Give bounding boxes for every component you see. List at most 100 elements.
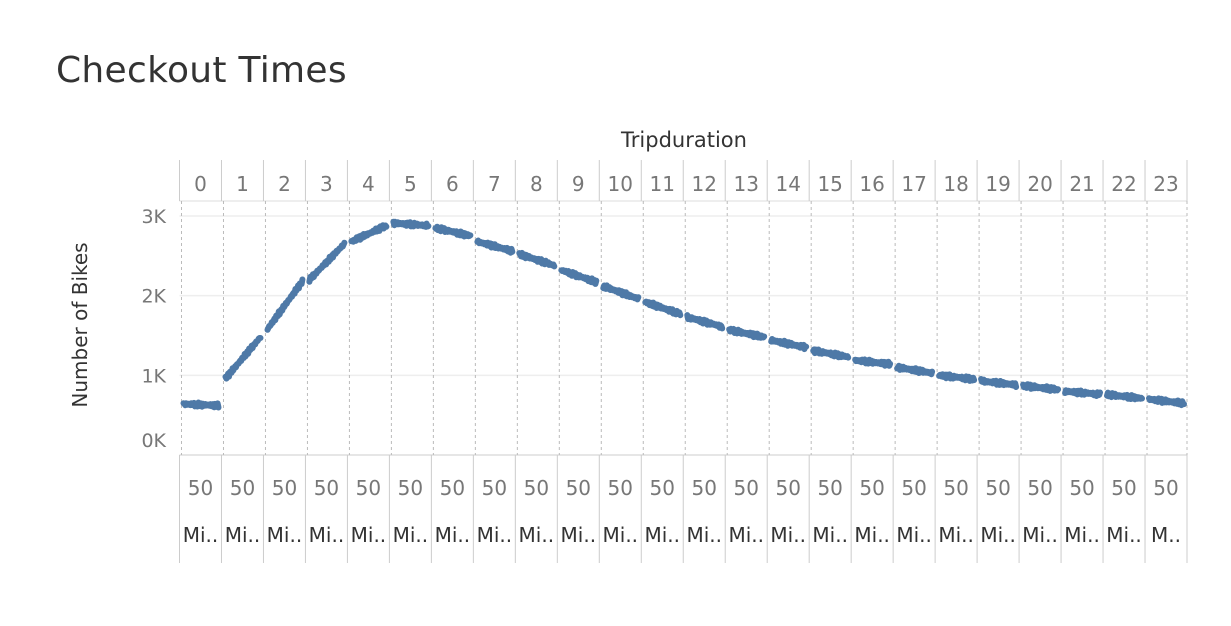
series-segment <box>180 399 222 411</box>
panel-unit-label: Mi.. <box>393 523 429 547</box>
panel-sublabel: 50 <box>566 476 591 500</box>
series-segment <box>642 298 684 319</box>
panel-unit-label: Mi.. <box>812 523 848 547</box>
series-segment <box>726 325 768 341</box>
panel-unit-label: Mi.. <box>603 523 639 547</box>
panel-unit-label: Mi.. <box>477 523 513 547</box>
panel-header-label: 2 <box>278 172 291 196</box>
panel-unit-label: Mi.. <box>896 523 932 547</box>
series-segment <box>978 376 1020 390</box>
panel-sublabel: 50 <box>901 476 926 500</box>
panel-unit-label: Mi.. <box>686 523 722 547</box>
panel-sublabel: 50 <box>817 476 842 500</box>
panel-unit-label: Mi.. <box>728 523 764 547</box>
panel-header-label: 23 <box>1153 172 1178 196</box>
panel-sublabel: 50 <box>1027 476 1052 500</box>
panel-sublabel: 50 <box>1153 476 1178 500</box>
panel-header-label: 0 <box>194 172 207 196</box>
panel-unit-label: M.. <box>1151 523 1181 547</box>
panel-sublabel: 50 <box>272 476 297 500</box>
panel-sublabel: 50 <box>188 476 213 500</box>
y-tick-label: 3K <box>141 206 166 228</box>
series-segment <box>600 282 642 303</box>
panel-sublabel: 50 <box>314 476 339 500</box>
panel-unit-label: Mi.. <box>267 523 303 547</box>
panel-header-label: 8 <box>530 172 543 196</box>
panel-header-label: 3 <box>320 172 333 196</box>
chart-title: Checkout Times <box>56 50 347 91</box>
series-segment <box>306 239 348 285</box>
panel-sublabel: 50 <box>398 476 423 500</box>
panel-unit-label: Mi.. <box>644 523 680 547</box>
y-axis-ticks: 0K 1K 2K 3K <box>141 206 166 452</box>
gridlines <box>179 215 1187 377</box>
panel-header-label: 17 <box>901 172 926 196</box>
series-segment <box>558 267 600 287</box>
series-segment <box>474 237 516 256</box>
panel-sublabel: 50 <box>1069 476 1094 500</box>
panel-unit-label: Mi.. <box>519 523 555 547</box>
panel-header-label: 10 <box>608 172 633 196</box>
panel-sublabel: 50 <box>356 476 381 500</box>
panel-sublabel: 50 <box>230 476 255 500</box>
panel-unit-label: Mi.. <box>938 523 974 547</box>
panel-unit-label: Mi.. <box>561 523 597 547</box>
series-segment <box>810 346 852 361</box>
panel-header-label: 21 <box>1069 172 1094 196</box>
series-segment <box>894 362 936 378</box>
panel-header-label: 4 <box>362 172 375 196</box>
panel-unit-label: Mi.. <box>770 523 806 547</box>
panel-sublabel: 50 <box>608 476 633 500</box>
panel-unit-label: Mi.. <box>351 523 387 547</box>
panel-unit-label: Mi.. <box>183 523 219 547</box>
panel-header-label: 6 <box>446 172 459 196</box>
panel-unit-label: Mi.. <box>854 523 890 547</box>
panel-unit-label: Mi.. <box>1106 523 1142 547</box>
panel-sublabel: 50 <box>440 476 465 500</box>
series-segment <box>516 249 558 270</box>
series-segment <box>1062 387 1103 399</box>
panel-sublabel: 50 <box>943 476 968 500</box>
panel-header-label: 7 <box>488 172 501 196</box>
panel-unit-label: Mi.. <box>1064 523 1100 547</box>
panel-header-label: 14 <box>775 172 800 196</box>
series-segment <box>390 218 432 230</box>
panel-header-label: 12 <box>692 172 717 196</box>
column-header-title: Tripduration <box>621 128 747 152</box>
y-tick-label: 1K <box>141 365 166 387</box>
panel-sublabel: 50 <box>733 476 758 500</box>
series-segment <box>222 335 264 382</box>
panel-unit-label: Mi.. <box>435 523 471 547</box>
series-lines <box>180 218 1187 411</box>
panel-sublabel: 50 <box>650 476 675 500</box>
series-segment <box>852 356 894 369</box>
series-segment <box>936 371 978 384</box>
panel-footers: 50 Mi.. 50 Mi.. 50 Mi.. 50 Mi.. 50 Mi.. 50 Mi.. 50 Mi… <box>183 476 1181 547</box>
panel-unit-label: Mi.. <box>225 523 261 547</box>
panel-sublabel: 50 <box>524 476 549 500</box>
panel-header-label: 15 <box>817 172 842 196</box>
series-segment <box>348 222 390 245</box>
series-segment <box>1104 389 1145 403</box>
panel-unit-label: Mi.. <box>980 523 1016 547</box>
panel-header-label: 20 <box>1027 172 1052 196</box>
panel-frames <box>179 160 1188 563</box>
panel-unit-label: Mi.. <box>1022 523 1058 547</box>
panel-sublabel: 50 <box>692 476 717 500</box>
panel-header-label: 19 <box>985 172 1010 196</box>
panel-sublabel: 50 <box>859 476 884 500</box>
series-segment <box>1146 395 1187 409</box>
y-tick-label: 0K <box>141 430 166 452</box>
series-segment <box>264 276 306 333</box>
panel-header-label: 13 <box>733 172 758 196</box>
panel-header-label: 1 <box>236 172 249 196</box>
panel-sublabel: 50 <box>1111 476 1136 500</box>
panel-header-label: 22 <box>1111 172 1136 196</box>
panel-headers: 0 1 2 3 4 5 6 7 8 9 10 11 12 13 14 15 16 17 18 19 20 21 22 23 <box>194 172 1179 196</box>
panel-header-label: 5 <box>404 172 417 196</box>
panel-sublabel: 50 <box>985 476 1010 500</box>
series-segment <box>768 336 810 353</box>
panel-unit-label: Mi.. <box>309 523 345 547</box>
panel-sublabel: 50 <box>482 476 507 500</box>
